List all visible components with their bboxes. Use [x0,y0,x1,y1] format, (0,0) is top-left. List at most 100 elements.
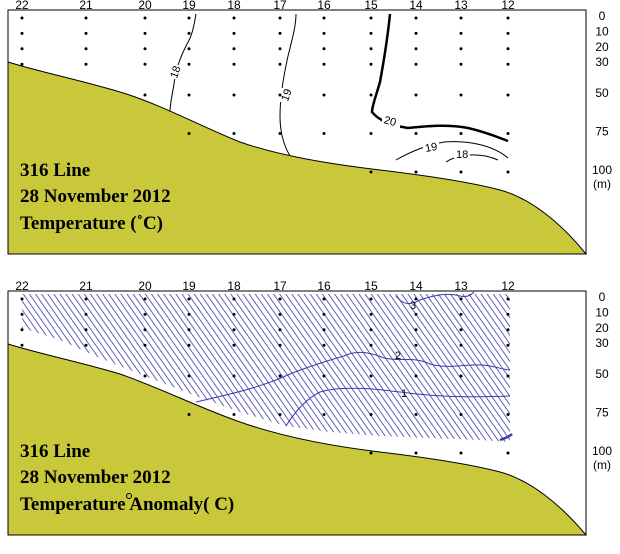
station-label-22: 22 [15,0,29,12]
sample-point [459,374,463,378]
depth-tick-50: 50 [595,86,609,100]
contour-label-box [168,65,182,79]
sample-point [414,31,418,35]
sample-point [369,16,373,20]
contour-label-box [454,147,470,160]
sample-point [84,343,88,347]
sample-point [506,16,510,20]
sample-point [20,47,24,51]
sample-point [143,374,147,378]
sample-point [506,93,510,97]
depth-tick-100: 100 [592,163,612,177]
sample-point [414,297,418,301]
sample-point [414,16,418,20]
station-label-18: 18 [227,279,241,293]
anomaly-contour-label-3: 3 [410,300,416,312]
sample-point [369,31,373,35]
sample-point [414,62,418,66]
sample-point [369,93,373,97]
sample-point [232,132,236,135]
temperature-panel: 18 19 20 19 18 22 21 20 19 18 17 16 15 14 13 12 01… [7,0,612,255]
sample-point [369,413,373,416]
depth-tick-20: 20 [595,40,609,54]
sample-point [322,413,326,416]
sample-point [20,328,24,332]
sample-point [414,132,418,135]
anomaly-contour-label-2: 2 [395,350,401,362]
temperature-date-line: 28 November 2012 [20,186,171,207]
sample-point [232,328,236,332]
sample-point [414,451,418,455]
station-label-19: 19 [182,0,196,12]
sample-point [143,297,147,301]
sample-point [84,47,88,51]
sample-point [187,297,191,301]
sample-point [506,451,510,455]
sample-point [369,328,373,332]
station-label-13: 13 [454,279,468,293]
sample-point [506,47,510,51]
sample-point [232,16,236,20]
sample-point [232,343,236,347]
sample-point [143,343,147,347]
sample-point [143,31,147,35]
station-label-14: 14 [409,279,423,293]
station-label-21: 21 [79,0,93,12]
sample-point [322,31,326,35]
sample-point [84,62,88,66]
sample-point [84,328,88,332]
sample-point [459,413,463,416]
contour-label-18-west: 18 [168,64,183,80]
sample-point [506,413,510,416]
temperature-variable-line: Temperature (˚C) [20,213,163,234]
sample-point [187,16,191,20]
station-label-19: 19 [182,279,196,293]
sample-point [322,132,326,135]
sample-point [459,297,463,301]
sample-point [278,312,282,316]
sample-point [278,328,282,332]
sample-point [459,93,463,97]
temperature-seabed [7,61,588,255]
sample-point [369,343,373,347]
sample-point [506,297,510,301]
sample-point [459,328,463,332]
depth-tick-0: 0 [599,9,606,23]
anomaly-sample-points [20,297,510,455]
sample-point [369,312,373,316]
contour-label-18-east: 18 [456,149,468,161]
sample-point [143,62,147,66]
sample-point [187,312,191,316]
contour-label-box [382,115,400,128]
sample-point [278,413,282,416]
station-label-20: 20 [138,0,152,12]
anomaly-contours [195,291,513,442]
contour-line-19-west [279,13,297,157]
contour-label-19-west: 19 [279,87,294,103]
sample-point [232,62,236,66]
sample-point [20,343,24,347]
sample-point [414,413,418,416]
sample-point [143,312,147,316]
sample-point [369,451,373,455]
sample-point [414,312,418,316]
temperature-contour-labels: 18 19 20 19 18 [168,64,470,161]
sample-point [369,47,373,51]
sample-point [187,374,191,378]
sample-point [232,47,236,51]
sample-point [20,297,24,301]
temperature-station-labels: 22 21 20 19 18 17 16 15 14 13 12 [15,0,515,12]
sample-point [20,62,24,66]
sample-point [414,93,418,97]
station-label-15: 15 [364,279,378,293]
contour-label-19-east: 19 [424,141,438,155]
sample-point [459,343,463,347]
sample-point [414,374,418,378]
sample-point [322,297,326,301]
anomaly-contour-fragment [499,433,513,442]
anomaly-contour-line-3 [395,291,475,304]
sample-point [459,132,463,135]
anomaly-seabed [7,343,588,536]
sample-point [187,413,191,416]
